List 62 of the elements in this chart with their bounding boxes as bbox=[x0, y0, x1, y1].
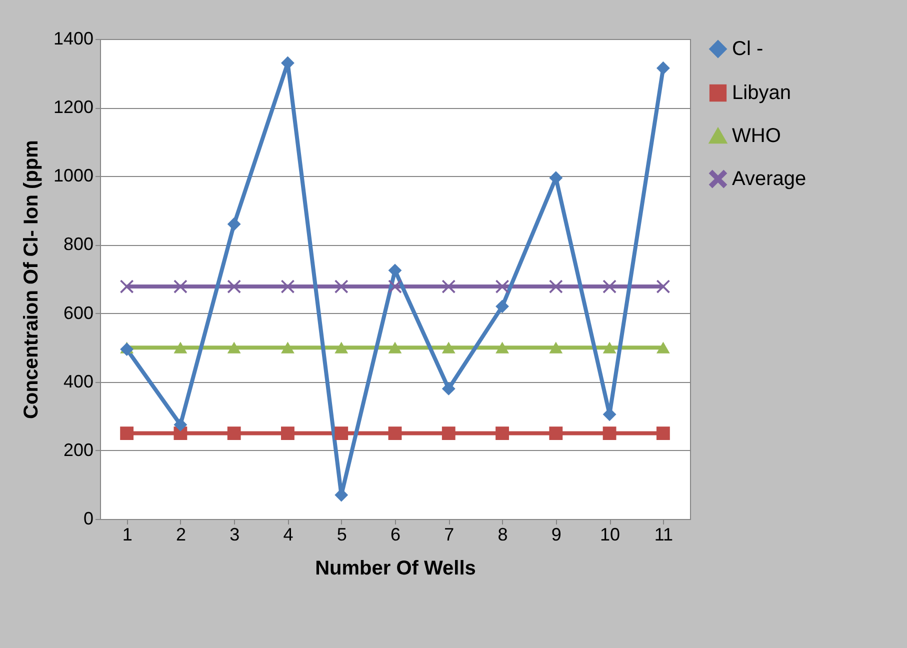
point bbox=[442, 426, 456, 440]
point bbox=[388, 342, 402, 354]
x-tick-label: 9 bbox=[551, 524, 562, 544]
x-tick-label: 7 bbox=[444, 524, 454, 544]
point bbox=[227, 217, 241, 231]
x-axis-title: Number Of Wells bbox=[315, 558, 476, 580]
y-tick-label: 200 bbox=[63, 440, 94, 460]
x-tick-label: 10 bbox=[600, 524, 620, 544]
point bbox=[442, 280, 456, 294]
point bbox=[334, 280, 348, 294]
legend-label: Libyan bbox=[732, 82, 791, 104]
point bbox=[281, 426, 294, 440]
point bbox=[496, 426, 509, 440]
point bbox=[334, 342, 348, 354]
point bbox=[602, 280, 616, 294]
point bbox=[227, 342, 241, 354]
point bbox=[120, 342, 134, 356]
legend-label: Average bbox=[732, 168, 806, 190]
point bbox=[174, 280, 188, 294]
y-tick-label: 1200 bbox=[53, 97, 94, 118]
x-tick-label: 3 bbox=[230, 524, 240, 544]
point bbox=[496, 280, 509, 294]
x-tick-label: 1 bbox=[122, 524, 132, 544]
point bbox=[549, 280, 563, 294]
x-tick-label: 4 bbox=[283, 524, 294, 544]
y-tick-label: 1400 bbox=[53, 28, 94, 48]
point bbox=[656, 426, 670, 440]
point bbox=[442, 382, 456, 396]
x-tick-label: 2 bbox=[176, 524, 186, 544]
x-tick-label: 8 bbox=[498, 524, 508, 544]
x-tick-label: 5 bbox=[336, 524, 347, 544]
x-tick-label: 11 bbox=[654, 524, 674, 544]
point bbox=[334, 426, 348, 440]
point bbox=[388, 426, 402, 440]
point bbox=[442, 342, 456, 354]
x-tick-label: 6 bbox=[390, 524, 401, 544]
y-tick-label: 600 bbox=[63, 302, 94, 323]
point bbox=[388, 280, 402, 294]
legend-label: WHO bbox=[732, 125, 781, 147]
point bbox=[602, 426, 616, 440]
point bbox=[227, 280, 241, 294]
y-tick-label: 400 bbox=[63, 371, 94, 392]
point bbox=[120, 426, 134, 440]
y-tick-label: 0 bbox=[83, 508, 94, 528]
point bbox=[602, 342, 616, 354]
point bbox=[281, 280, 294, 294]
point bbox=[174, 418, 188, 432]
y-tick-label: 1000 bbox=[53, 166, 94, 186]
point bbox=[496, 300, 509, 314]
point bbox=[227, 426, 241, 440]
point bbox=[656, 342, 670, 354]
point bbox=[656, 61, 670, 75]
point bbox=[549, 342, 563, 354]
point bbox=[281, 342, 294, 354]
point bbox=[656, 280, 670, 294]
legend-label: Cl - bbox=[732, 38, 764, 60]
point bbox=[496, 342, 509, 354]
point bbox=[174, 342, 188, 354]
y-axis-title: Concentraion Of Cl- Ion (ppm bbox=[20, 140, 42, 419]
point bbox=[549, 426, 563, 440]
y-tick-label: 800 bbox=[63, 234, 94, 254]
point bbox=[120, 280, 134, 294]
